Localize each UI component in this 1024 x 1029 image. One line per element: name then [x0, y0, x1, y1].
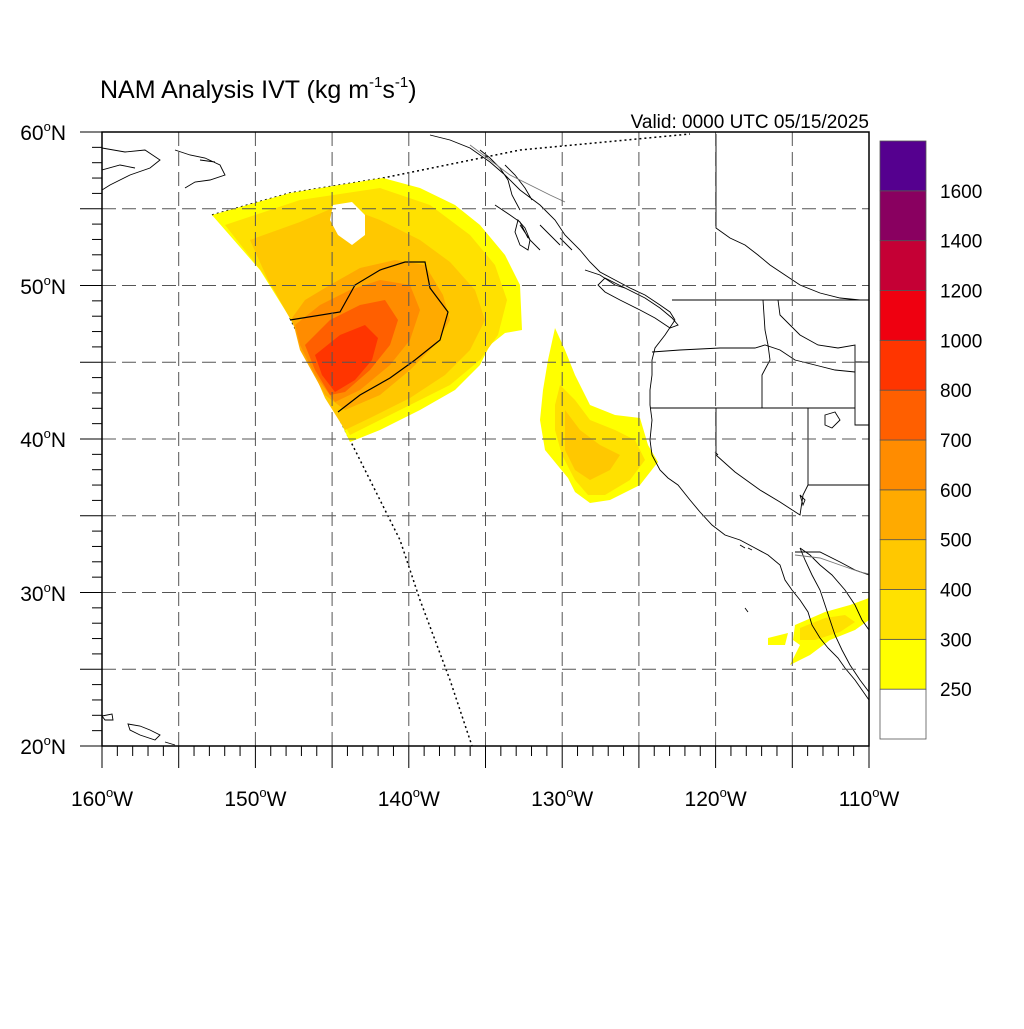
colorbar-label: 700: [940, 431, 972, 452]
lat-label-30: 30oN: [20, 580, 66, 606]
colorbar-label: 500: [940, 531, 972, 552]
colorbar-swatch: [879, 439, 927, 491]
colorbar-swatch: [879, 240, 927, 291]
longitude-labels: 160oW 150oW 140oW 130oW 120oW 110oW: [71, 785, 900, 811]
lat-label-50: 50oN: [20, 273, 66, 299]
figure-title: NAM Analysis IVT (kg m-1s-1): [100, 74, 417, 104]
ivt-400-shade-central: [565, 410, 620, 480]
colorbar-label: 400: [940, 581, 972, 602]
ivt-300-shade-baja: [800, 615, 855, 640]
mexico-gray-line: [794, 554, 869, 575]
lon-label-140: 140oW: [378, 785, 440, 811]
colorbar-swatch: [879, 589, 927, 640]
ca-nv-border: [715, 408, 809, 516]
nv-ut-border: [807, 408, 869, 486]
colorbar-label: 1000: [940, 331, 982, 352]
lon-label-110: 110oW: [839, 785, 900, 811]
colorbar-label: 1400: [940, 232, 982, 253]
wa-or-border: [651, 344, 856, 373]
colorbar-swatch: [879, 688, 927, 740]
colorbar-label: 300: [940, 630, 972, 651]
colorbar: [879, 140, 927, 740]
idaho-border: [761, 299, 771, 408]
lon-label-160: 160oW: [71, 785, 133, 811]
axis-ticks: [80, 131, 870, 768]
colorbar-labels: 1600 1400 1200 1000 800 700 600 500 400 300 250: [940, 182, 982, 701]
alaska-river-gray: [469, 144, 566, 203]
lat-label-20: 20oN: [20, 733, 66, 759]
colorbar-label: 800: [940, 381, 972, 402]
ivt-plume-north: [212, 178, 522, 442]
political-borders: [469, 134, 869, 576]
colorbar-label: 1600: [940, 182, 982, 203]
colorbar-label: 250: [940, 680, 972, 701]
channel-islands: [739, 544, 753, 613]
salton-sea: [799, 494, 806, 507]
colorbar-swatch: [879, 489, 927, 541]
great-salt-lake: [824, 411, 841, 429]
ivt-plume-central: [540, 328, 658, 503]
colorbar-swatch: [879, 539, 927, 590]
lon-label-130: 130oW: [531, 785, 593, 811]
colorbar-label: 1200: [940, 282, 982, 303]
ivt-plume-baja: [768, 598, 869, 665]
gridlines: [102, 132, 869, 746]
colorbar-swatch: [879, 290, 927, 341]
us-west-coast: [649, 319, 869, 701]
lon-label-120: 120oW: [685, 785, 747, 811]
colorbar-swatch: [879, 190, 927, 242]
colorbar-swatch: [879, 339, 927, 391]
colorbar-swatch: [879, 638, 927, 690]
mt-id-border: [777, 299, 869, 426]
map-plot-area: [102, 133, 869, 746]
alaska-canada-border: [715, 134, 861, 301]
colorbar-swatch: [879, 389, 927, 441]
haida-gwaii: [514, 219, 531, 251]
ivt-800-shade: [315, 325, 378, 392]
ivt-below-250-hole: [330, 202, 365, 245]
lat-label-60: 60oN: [20, 119, 66, 145]
coastlines: [102, 134, 869, 746]
latitude-labels: 60oN 50oN 40oN 30oN 20oN: [20, 119, 66, 759]
lon-label-150: 150oW: [224, 785, 286, 811]
lat-label-40: 40oN: [20, 426, 66, 452]
alaska-coast: [102, 147, 226, 746]
colorbar-label: 600: [940, 481, 972, 502]
colorbar-swatch: [879, 140, 927, 192]
valid-time-label: Valid: 0000 UTC 05/15/2025: [631, 112, 869, 133]
